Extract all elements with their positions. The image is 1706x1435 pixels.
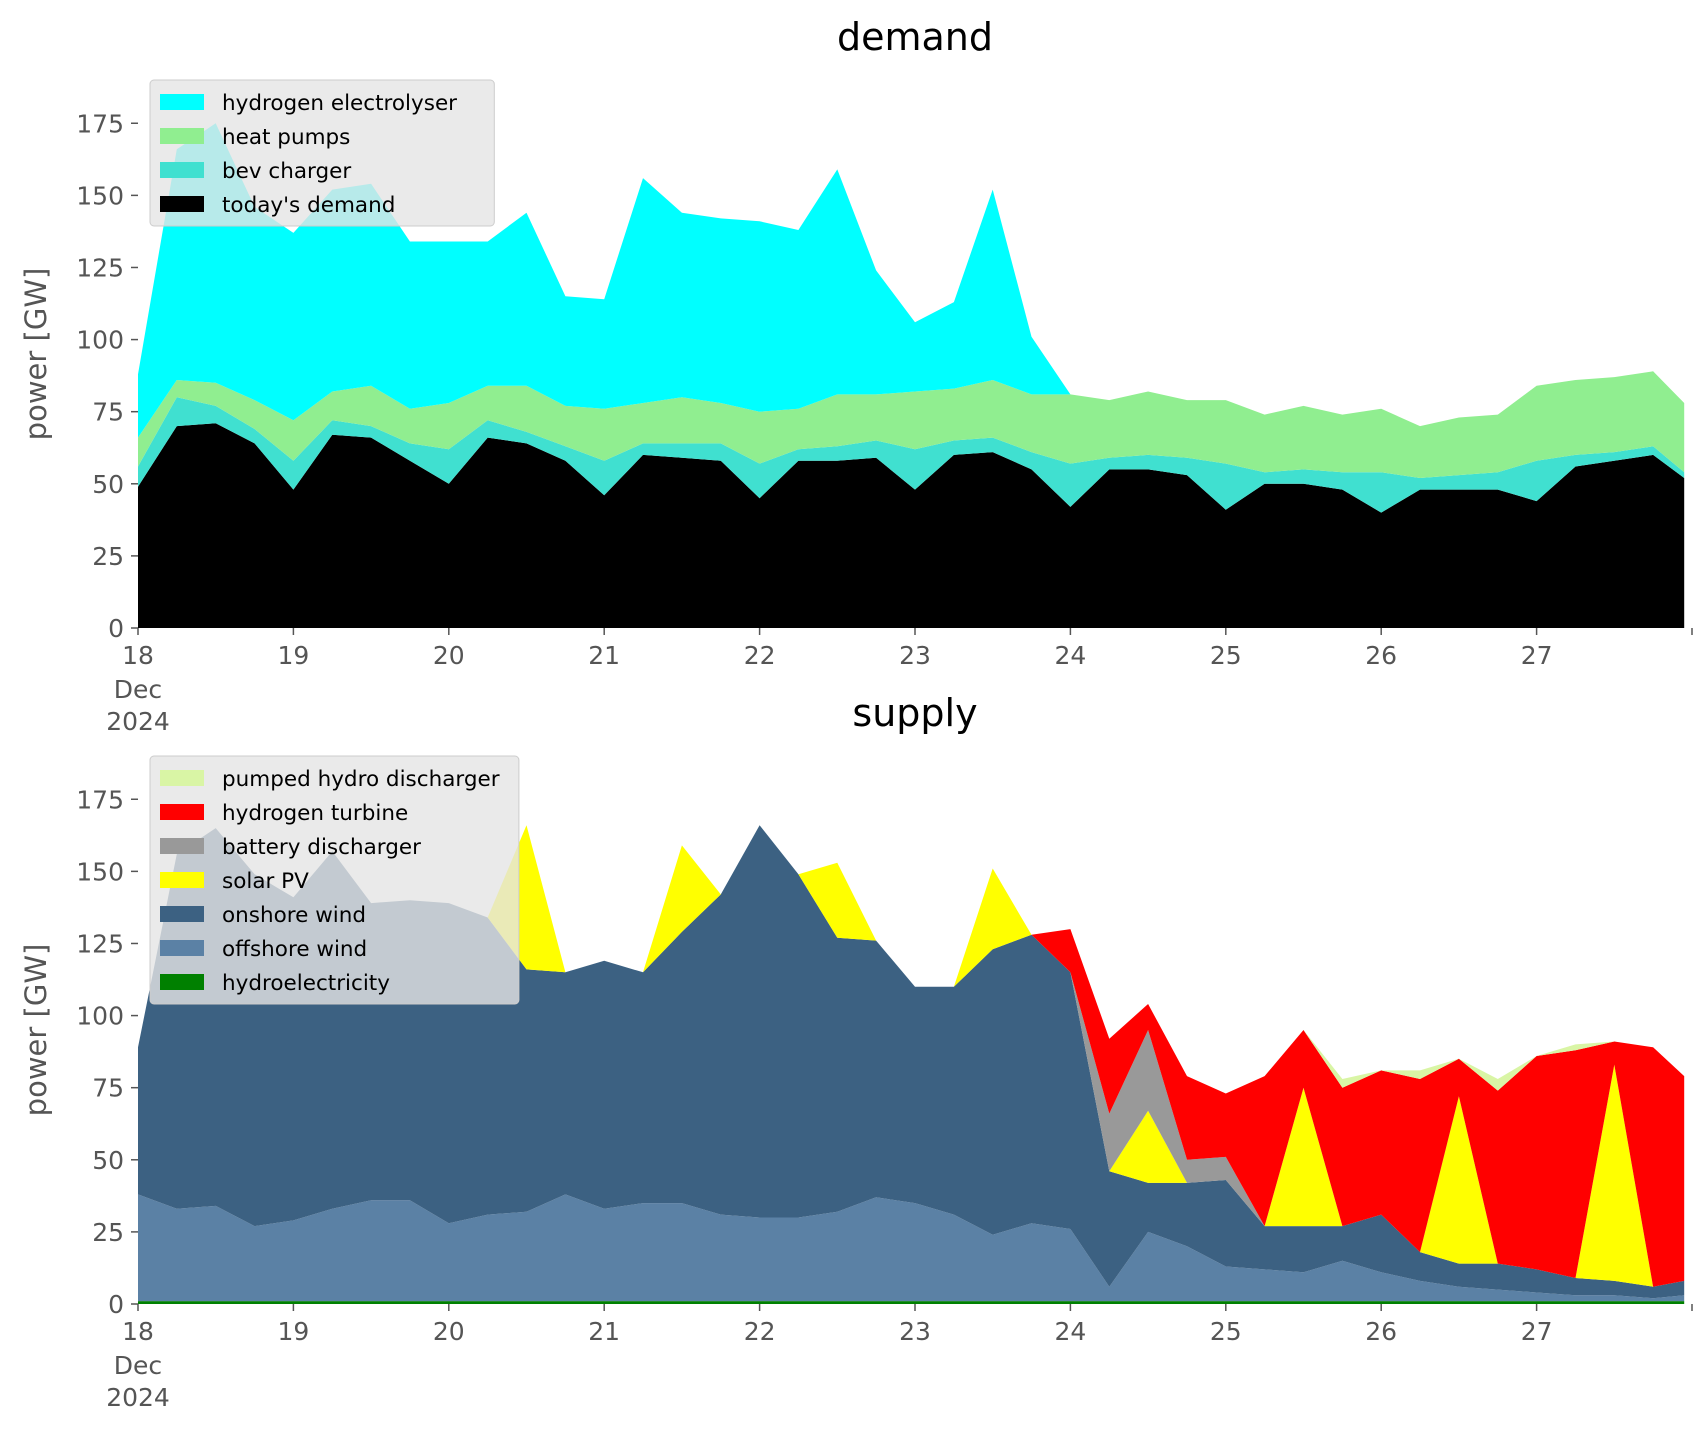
x-tick-label-extra: 2024: [106, 1383, 170, 1412]
y-tick-label: 25: [92, 542, 124, 571]
chart-title: supply: [852, 691, 977, 735]
legend-swatch-solar-pv: [160, 872, 204, 888]
x-tick-label-extra: 2024: [106, 707, 170, 736]
legend-swatch-hydroelectricity: [160, 974, 204, 990]
legend-box: [149, 79, 495, 227]
y-tick-label: 100: [76, 326, 124, 355]
legend-label-solar-pv: solar PV: [222, 869, 309, 894]
legend-swatch-offshore-wind: [160, 940, 204, 956]
y-tick-label: 75: [92, 1074, 124, 1103]
legend-swatch-heat-pumps: [160, 128, 204, 144]
x-tick-label-extra: Dec: [114, 1351, 162, 1380]
legend-label-today-s-demand: today's demand: [222, 193, 395, 218]
legend-swatch-pumped-hydro-discharger: [160, 770, 204, 786]
legend-swatch-onshore-wind: [160, 906, 204, 922]
x-tick-label: 22: [744, 641, 776, 670]
x-tick-label: 24: [1054, 1317, 1086, 1346]
x-tick-label: 24: [1054, 641, 1086, 670]
y-tick-label: 150: [76, 181, 124, 210]
area-series-today-s-demand: [138, 423, 1685, 628]
area-series-offshore-wind: [138, 1194, 1685, 1302]
y-tick-label: 100: [76, 1002, 124, 1031]
legend-swatch-battery-discharger: [160, 838, 204, 854]
y-tick-label: 150: [76, 857, 124, 886]
y-axis-label: power [GW]: [19, 268, 53, 441]
x-tick-label: 26: [1365, 641, 1397, 670]
area-series-onshore-wind: [138, 825, 1685, 1299]
legend-swatch-today-s-demand: [160, 196, 204, 212]
x-tick-label: 25: [1210, 641, 1242, 670]
area-series-heat-pumps: [138, 371, 1685, 478]
legend-label-hydrogen-electrolyser: hydrogen electrolyser: [222, 91, 457, 116]
chart-panel-supply: supply 0 25 50 75 100 125 150 175 18 Dec 2024 19 20 21…: [19, 691, 1693, 1412]
legend-swatch-hydrogen-turbine: [160, 804, 204, 820]
y-tick-label: 50: [92, 470, 124, 499]
legend-label-heat-pumps: heat pumps: [222, 125, 350, 150]
legend-label-onshore-wind: onshore wind: [222, 903, 366, 928]
chart-title: demand: [837, 15, 993, 59]
area-series-hydrogen-turbine: [138, 825, 1685, 1287]
x-tick-label: 27: [1521, 1317, 1553, 1346]
x-tick-label: 21: [588, 641, 620, 670]
x-tick-label: 22: [744, 1317, 776, 1346]
area-series-hydroelectricity: [138, 1301, 1685, 1304]
legend-label-hydroelectricity: hydroelectricity: [222, 971, 390, 996]
x-tick-label: 23: [899, 641, 931, 670]
y-tick-label: 175: [76, 109, 124, 138]
x-tick-label: 19: [277, 1317, 309, 1346]
x-tick-label: 23: [899, 1317, 931, 1346]
legend-label-pumped-hydro-discharger: pumped hydro discharger: [222, 767, 500, 792]
x-tick-label: 18: [122, 641, 154, 670]
x-tick-label: 20: [433, 1317, 465, 1346]
area-series-bev-charger: [138, 397, 1685, 513]
y-tick-label: 125: [76, 929, 124, 958]
x-tick-label: 18: [122, 1317, 154, 1346]
x-tick-label: 26: [1365, 1317, 1397, 1346]
legend-box: [149, 755, 520, 1005]
y-tick-label: 125: [76, 253, 124, 282]
y-tick-label: 50: [92, 1146, 124, 1175]
legend-label-hydrogen-turbine: hydrogen turbine: [222, 801, 408, 826]
legend-swatch-bev-charger: [160, 162, 204, 178]
x-tick-label: 20: [433, 641, 465, 670]
area-series-solar-pv: [138, 825, 1685, 1287]
x-tick-label: 21: [588, 1317, 620, 1346]
y-tick-label: 25: [92, 1218, 124, 1247]
y-tick-label: 0: [108, 1290, 124, 1319]
x-tick-label-extra: Dec: [114, 675, 162, 704]
legend-label-offshore-wind: offshore wind: [222, 937, 367, 962]
legend-label-bev-charger: bev charger: [222, 159, 351, 184]
chart-panel-demand: demand 0 25 50 75 100 125 150 175 18 Dec 2024 19 20 21…: [19, 15, 1693, 736]
y-tick-label: 0: [108, 614, 124, 643]
x-tick-label: 19: [277, 641, 309, 670]
y-tick-label: 175: [76, 785, 124, 814]
legend-swatch-hydrogen-electrolyser: [160, 94, 204, 110]
y-tick-label: 75: [92, 398, 124, 427]
legend-label-battery-discharger: battery discharger: [222, 835, 421, 860]
x-tick-label: 27: [1521, 641, 1553, 670]
x-tick-label: 25: [1210, 1317, 1242, 1346]
area-series-hydrogen-electrolyser: [138, 123, 1685, 438]
y-axis-label: power [GW]: [19, 944, 53, 1117]
